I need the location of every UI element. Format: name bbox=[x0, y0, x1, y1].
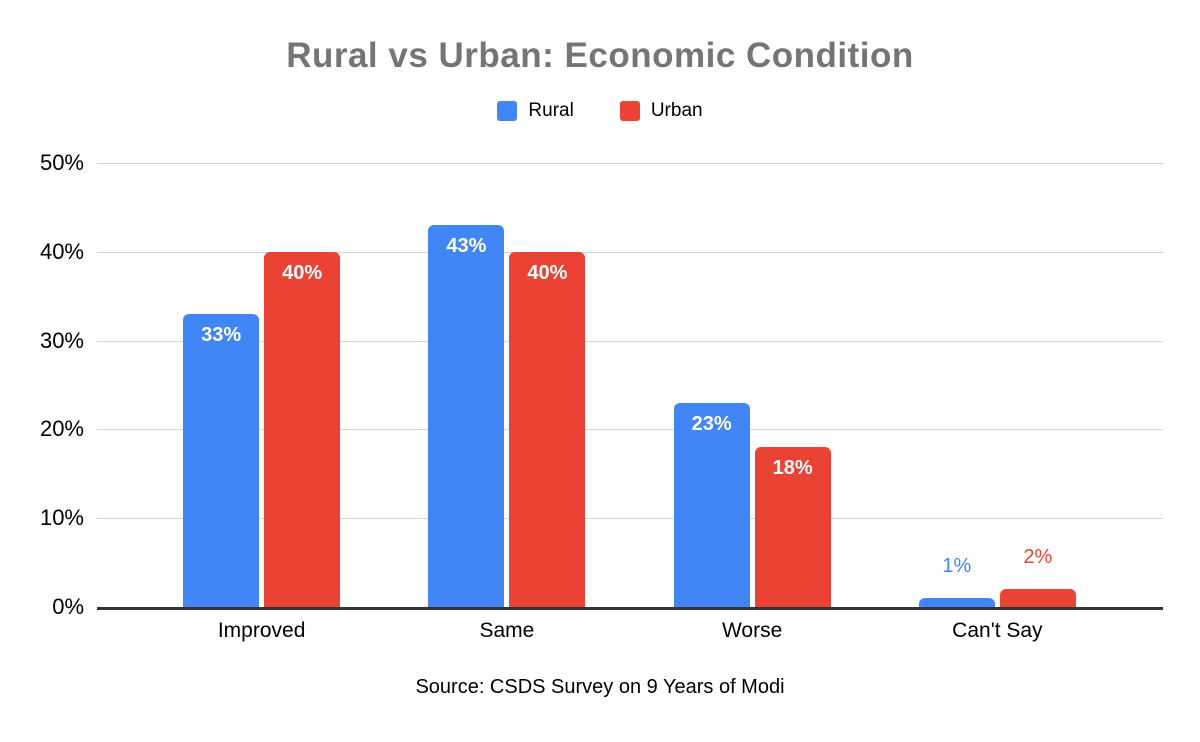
gridline-50 bbox=[97, 163, 1163, 164]
x-tick-label-worse: Worse bbox=[721, 619, 783, 642]
bar-value-label: 18% bbox=[772, 457, 813, 480]
chart-legend: Rural Urban bbox=[0, 100, 1200, 122]
gridline-20 bbox=[97, 429, 1163, 431]
bar-rural-improved: 33% bbox=[183, 313, 260, 607]
bar-group-improved: 33% 40% bbox=[139, 163, 384, 607]
x-axis-baseline bbox=[97, 607, 1163, 610]
bar-rural-worse: 23% bbox=[673, 402, 750, 607]
bar-urban-improved: 40% bbox=[264, 251, 341, 607]
y-tick-label-10: 10% bbox=[39, 505, 84, 531]
bar-urban-same: 40% bbox=[509, 251, 586, 607]
y-tick-label-50: 50% bbox=[39, 150, 84, 175]
bar-group-worse: 23% 18% bbox=[630, 163, 875, 607]
bar-rural-can-t-say: 1% bbox=[918, 555, 995, 607]
y-tick-label-20: 20% bbox=[39, 416, 84, 442]
bar-urban-can-t-say: 2% bbox=[999, 546, 1076, 607]
x-tick-label-can-t-say: Can't Say bbox=[952, 619, 1043, 642]
bar-value-label: 33% bbox=[201, 323, 242, 346]
bar-rural-same: 43% bbox=[428, 225, 505, 607]
x-axis-labels: Improved Same Worse Can't Say bbox=[139, 619, 1120, 643]
legend-label-urban: Urban bbox=[650, 100, 703, 121]
source-caption: Source: CSDS Survey on 9 Years of Modi bbox=[415, 676, 785, 698]
gridline-10 bbox=[97, 518, 1163, 520]
y-tick-label-30: 30% bbox=[39, 327, 84, 353]
legend-item-rural: Rural bbox=[497, 100, 574, 122]
bar-group-same: 43% 40% bbox=[384, 163, 629, 607]
y-tick-label-40: 40% bbox=[39, 238, 84, 264]
plot-area: 33% 40% 43% 40% 23% 18% 1% 2% Improved Same Worse… bbox=[40, 150, 1163, 642]
bar-urban-worse: 18% bbox=[754, 447, 831, 607]
legend-swatch-rural bbox=[497, 101, 518, 121]
bar-value-label: 40% bbox=[527, 261, 568, 284]
x-tick-label-improved: Improved bbox=[217, 619, 306, 642]
legend-swatch-urban bbox=[619, 101, 640, 121]
legend-item-urban: Urban bbox=[619, 100, 703, 122]
chart-title: Rural vs Urban: Economic Condition bbox=[286, 36, 914, 75]
bar-group-can-t-say: 1% 2% bbox=[875, 163, 1120, 607]
gridline-30 bbox=[97, 340, 1163, 342]
y-tick-label-0: 0% bbox=[52, 594, 84, 619]
bar-value-label: 1% bbox=[942, 555, 972, 578]
bar-groups: 33% 40% 43% 40% 23% 18% 1% 2% bbox=[139, 163, 1120, 607]
bar-value-label: 2% bbox=[1023, 546, 1053, 569]
bar-value-label: 43% bbox=[446, 235, 487, 258]
bar-value-label: 23% bbox=[691, 412, 732, 435]
x-tick-label-same: Same bbox=[479, 619, 535, 642]
bar-value-label: 40% bbox=[282, 261, 323, 284]
legend-label-rural: Rural bbox=[528, 100, 574, 121]
gridline-40 bbox=[97, 251, 1163, 253]
